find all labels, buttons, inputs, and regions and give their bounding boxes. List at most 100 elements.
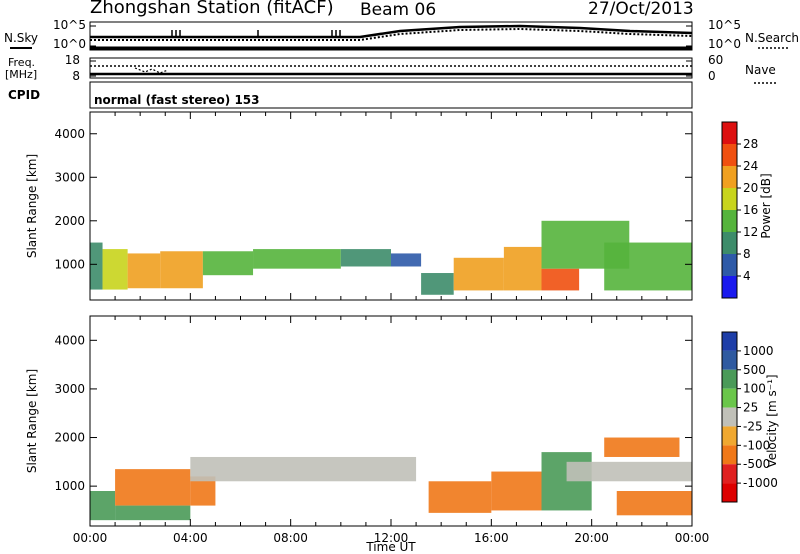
n-search-label: N.Search <box>745 31 799 45</box>
power-cell-9 <box>453 257 504 291</box>
x-tick-label: 04:00 <box>173 531 208 545</box>
power-cell-1 <box>102 249 128 290</box>
power-cell-4 <box>202 251 254 276</box>
header-date: 27/Oct/2013 <box>588 0 694 19</box>
power-colorbar-tick: 8 <box>743 247 751 261</box>
power-colorbar-tick: 16 <box>743 203 758 217</box>
velocity-cell-9 <box>604 437 680 457</box>
power-data-cells <box>90 220 692 295</box>
velocity-cell-4 <box>190 456 417 482</box>
velocity-colorbar-swatch <box>722 426 737 446</box>
velocity-colorbar-tick: 500 <box>743 363 766 377</box>
power-colorbar-tick: 24 <box>743 159 758 173</box>
velocity-colorbar-swatch <box>722 332 737 351</box>
power-colorbar-tick: 12 <box>743 225 758 239</box>
power-colorbar-label: Power [dB] <box>759 173 773 238</box>
cpid-label: CPID <box>8 88 40 102</box>
y-tick-label: 1000 <box>54 479 85 493</box>
x-axis-label: Time UT <box>365 540 416 554</box>
nave-tick-low: 0 <box>708 69 716 83</box>
x-tick-label: 08:00 <box>273 531 308 545</box>
velocity-colorbar-swatch <box>722 407 737 427</box>
noise-right-tick-high: 10^5 <box>708 18 741 32</box>
power-cell-10 <box>503 246 542 291</box>
power-colorbar-swatch <box>722 232 737 254</box>
power-colorbar-swatch <box>722 188 737 210</box>
velocity-data-cells <box>90 437 692 521</box>
freq-label: Freq. <box>8 56 35 69</box>
x-tick-label: 00:00 <box>675 531 710 545</box>
velocity-x-axis: 00:00 04:00 08:00 12:00 16:00 20:00 00:00 <box>73 316 710 545</box>
velocity-cell-8 <box>566 461 692 482</box>
power-colorbar-swatch <box>722 122 737 144</box>
velocity-colorbar-swatch <box>722 483 737 502</box>
header-station: Zhongshan Station (fitACF) <box>90 0 334 18</box>
power-x-axis <box>89 112 693 300</box>
power-y-axis: 1000 2000 3000 4000 <box>54 127 692 271</box>
nave-label: Nave <box>745 63 776 77</box>
nave-tick-high: 60 <box>708 53 723 67</box>
velocity-cell-1 <box>115 469 191 506</box>
velocity-colorbar-swatch <box>722 464 737 484</box>
velocity-colorbar-tick: -100 <box>743 438 770 452</box>
power-colorbar-swatch <box>722 210 737 232</box>
power-colorbar-swatch <box>722 276 737 298</box>
velocity-colorbar-tick: -500 <box>743 457 770 471</box>
velocity-cell-10 <box>616 491 692 516</box>
velocity-colorbar-tick: -25 <box>743 419 763 433</box>
velocity-colorbar-tick: 1000 <box>743 344 774 358</box>
velocity-y-axis: 1000 2000 3000 4000 <box>54 333 692 493</box>
velocity-cell-2 <box>115 505 191 521</box>
power-colorbar: 28 24 20 16 12 8 4 Power [dB] <box>721 121 773 299</box>
power-cell-6 <box>340 249 391 267</box>
noise-panel: 10^5 10^0 10^5 10^0 N.Sky N.Search <box>4 18 799 51</box>
power-colorbar-swatch <box>722 254 737 276</box>
velocity-panel: 1000 2000 3000 4000 00:00 04:00 08:00 12:00 16:… <box>25 315 710 545</box>
x-tick-label: 16:00 <box>474 531 509 545</box>
y-tick-label: 2000 <box>54 214 85 228</box>
x-tick-label: 12:00 <box>374 531 409 545</box>
freq-nave-panel: 18 8 60 0 Freq. [MHz] Nave <box>5 53 776 84</box>
power-colorbar-swatch <box>722 166 737 188</box>
sky-noise-spikes <box>171 30 341 37</box>
y-tick-label: 3000 <box>54 170 85 184</box>
velocity-cell-5 <box>428 481 492 513</box>
power-cell-5 <box>253 249 341 269</box>
power-cell-0 <box>90 242 103 290</box>
velocity-colorbar-label: Velocity [m s⁻¹] <box>765 374 779 467</box>
freq-unit-label: [MHz] <box>5 68 37 81</box>
power-colorbar-tick: 20 <box>743 181 758 195</box>
velocity-colorbar: 1000 500 100 25 -25 -100 -500 -1000 Velocity [m… <box>721 331 779 503</box>
velocity-y-axis-label: Slant Range [km] <box>25 369 39 473</box>
velocity-cell-6 <box>491 471 542 511</box>
power-panel: 1000 2000 3000 4000 Slant Range [km] <box>25 111 693 301</box>
velocity-colorbar-tick: 100 <box>743 382 766 396</box>
freq-tick-low: 8 <box>72 69 80 83</box>
search-noise-trace <box>90 27 693 41</box>
velocity-colorbar-swatch <box>722 369 737 389</box>
y-tick-label: 4000 <box>54 333 85 347</box>
y-tick-label: 3000 <box>54 382 85 396</box>
noise-left-tick-high: 10^5 <box>53 18 86 32</box>
velocity-colorbar-tick: 25 <box>743 401 758 415</box>
header-beam: Beam 06 <box>360 0 437 20</box>
x-tick-label: 00:00 <box>73 531 108 545</box>
power-y-axis-label: Slant Range [km] <box>25 154 39 258</box>
y-tick-label: 2000 <box>54 431 85 445</box>
y-tick-label: 1000 <box>54 257 85 271</box>
power-colorbar-swatch <box>722 144 737 166</box>
noise-right-tick-low: 10^0 <box>708 37 741 51</box>
power-cell-7 <box>391 253 422 267</box>
cpid-value: normal (fast stereo) 153 <box>94 93 260 107</box>
velocity-colorbar-tick: -1000 <box>743 476 778 490</box>
n-sky-label: N.Sky <box>4 31 38 45</box>
power-colorbar-tick: 28 <box>743 137 758 151</box>
noise-left-tick-low: 10^0 <box>53 37 86 51</box>
power-cell-13 <box>604 242 692 291</box>
y-tick-label: 4000 <box>54 127 85 141</box>
power-colorbar-tick: 4 <box>743 269 751 283</box>
velocity-colorbar-swatch <box>722 445 737 465</box>
freq-tick-high: 18 <box>65 53 80 67</box>
power-cell-8 <box>421 273 454 295</box>
